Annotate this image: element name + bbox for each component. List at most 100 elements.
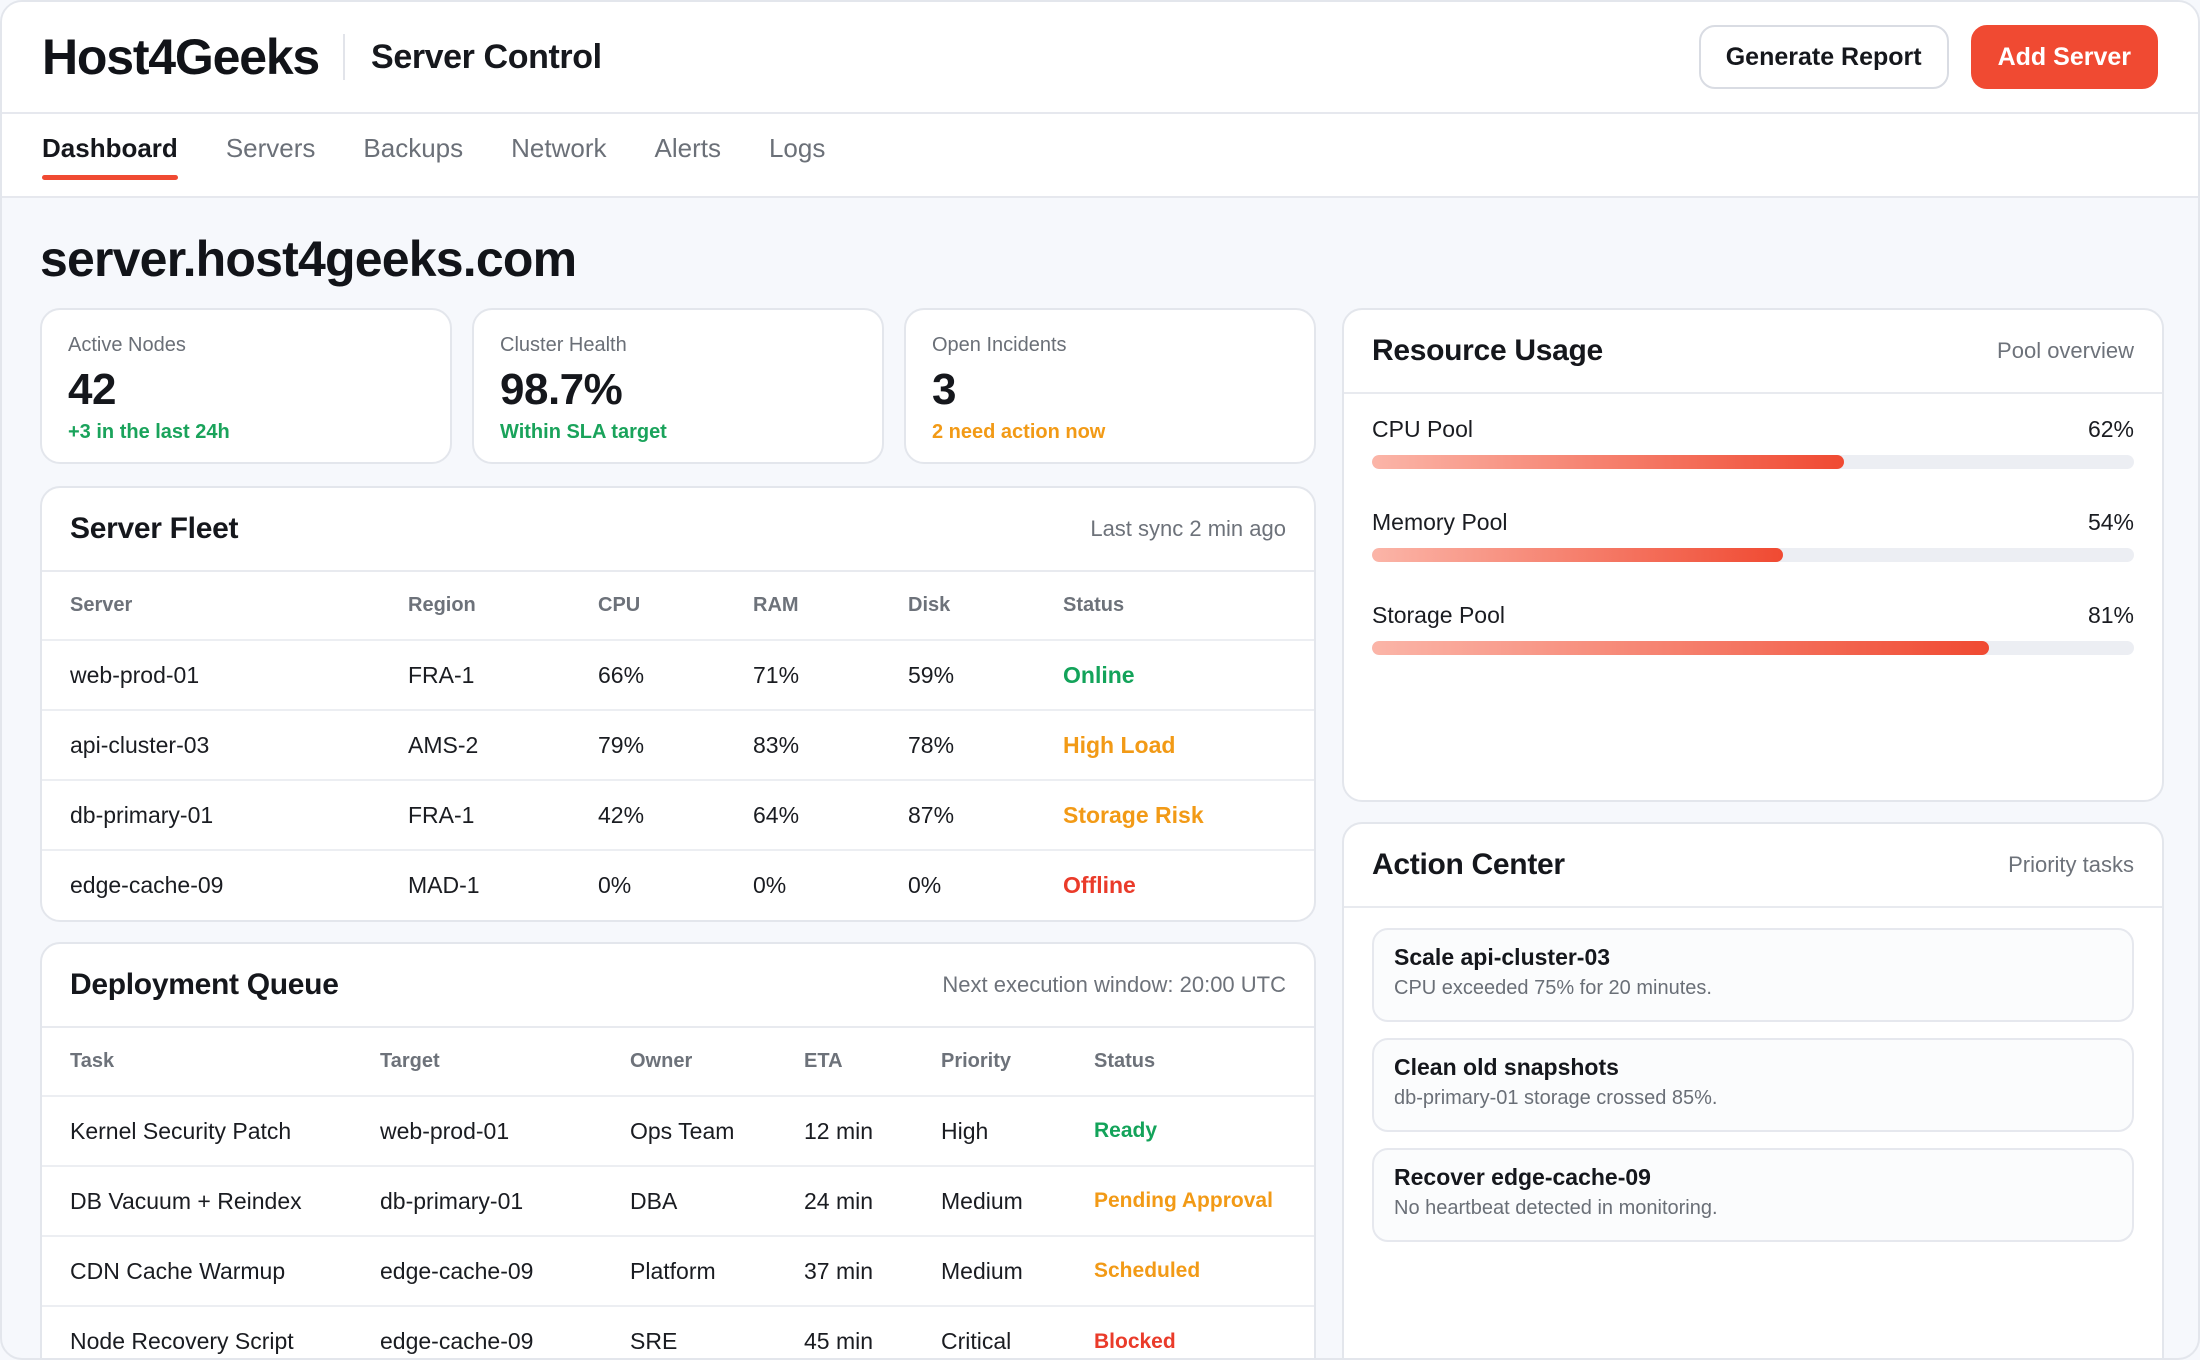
card-title: Action Center (1372, 848, 1565, 881)
task-name: DB Vacuum + Reindex (42, 1166, 352, 1237)
deployment-queue-card: Deployment Queue Next execution window: … (40, 942, 1316, 1358)
table-row[interactable]: web-prod-01 FRA-1 66% 71% 59% Online (42, 640, 1314, 711)
eta: 37 min (776, 1236, 913, 1307)
region: MAD-1 (408, 872, 480, 898)
priority: Medium (913, 1236, 1066, 1307)
resource-row-memory: Memory Pool 54% (1344, 509, 2162, 562)
card-header: Action Center Priority tasks (1344, 824, 2162, 908)
column-header: Task (42, 1028, 352, 1097)
top-bar: Host4Geeks Server Control Generate Repor… (2, 2, 2198, 114)
task-title: Recover edge-cache-09 (1394, 1164, 1651, 1190)
column-header: Status (1035, 572, 1314, 641)
table-row[interactable]: Kernel Security Patch web-prod-01 Ops Te… (42, 1096, 1314, 1167)
action-center-card: Action Center Priority tasks Scale api-c… (1342, 822, 2164, 1358)
column-header: Region (380, 572, 570, 641)
column-header: Server (42, 572, 380, 641)
priority: High (913, 1096, 1066, 1167)
region: FRA-1 (380, 780, 570, 851)
stat-note: Within SLA target (500, 421, 667, 443)
page-title: server.host4geeks.com (40, 231, 577, 287)
resource-row-storage: Storage Pool 81% (1344, 602, 2162, 655)
table-row[interactable]: edge-cache-09 MAD-1 0% 0% 0% Offline (42, 850, 1314, 920)
memory-progress-fill (1372, 548, 1784, 562)
tab-network[interactable]: Network (511, 132, 607, 163)
pool-overview-text: Pool overview (1997, 338, 2134, 363)
card-title: Deployment Queue (70, 968, 339, 1001)
stat-note: 2 need action now (932, 421, 1106, 443)
column-header: Disk (880, 572, 1035, 641)
tab-backups[interactable]: Backups (363, 132, 464, 163)
progress-track (1372, 548, 2134, 562)
ram-value: 83% (725, 710, 880, 781)
app-title: Server Control (371, 37, 602, 76)
stat-value: 42 (68, 365, 116, 414)
resource-label: Storage Pool (1372, 602, 1505, 628)
brand-logo: Host4Geeks (42, 29, 320, 85)
table-row[interactable]: Node Recovery Script edge-cache-09 SRE 4… (42, 1306, 1314, 1358)
resource-percent: 62% (2087, 416, 2134, 442)
ram-value: 0% (753, 872, 787, 898)
tab-logs[interactable]: Logs (768, 132, 826, 163)
resource-label: CPU Pool (1372, 416, 1473, 442)
execution-window-text: Next execution window: 20:00 UTC (942, 972, 1286, 997)
stat-value: 98.7% (500, 365, 623, 414)
stat-card-active-nodes: Active Nodes 42 +3 in the last 24h (40, 308, 452, 464)
status-badge: Storage Risk (1035, 780, 1314, 851)
table-header-row: Task Target Owner ETA Priority Status (42, 1028, 1314, 1097)
stat-card-cluster-health: Cluster Health 98.7% Within SLA target (472, 308, 884, 464)
resource-row-cpu: CPU Pool 62% (1344, 416, 2162, 469)
disk-value: 78% (880, 710, 1035, 781)
tab-alerts[interactable]: Alerts (654, 132, 721, 163)
cpu-value: 66% (570, 640, 725, 711)
tab-servers[interactable]: Servers (225, 132, 316, 163)
action-task-item[interactable]: Clean old snapshots db-primary-01 storag… (1372, 1038, 2134, 1132)
table-row[interactable]: api-cluster-03 AMS-2 79% 83% 78% High Lo… (42, 710, 1314, 781)
ram-value: 64% (725, 780, 880, 851)
add-server-button[interactable]: Add Server (1970, 25, 2158, 89)
header-actions: Generate Report Add Server (1698, 25, 2158, 89)
column-header: Owner (602, 1028, 776, 1097)
server-fleet-table: Server Region CPU RAM Disk Status web-pr… (42, 572, 1314, 920)
owner: DBA (602, 1166, 776, 1237)
resource-label: Memory Pool (1372, 509, 1508, 535)
disk-value: 0% (908, 872, 942, 898)
cpu-value: 42% (570, 780, 725, 851)
task-name: CDN Cache Warmup (42, 1236, 352, 1307)
status-badge: Ready (1066, 1096, 1314, 1167)
action-task-item[interactable]: Recover edge-cache-09 No heartbeat detec… (1372, 1148, 2134, 1242)
card-header: Resource Usage Pool overview (1344, 310, 2162, 394)
task-description: db-primary-01 storage crossed 85%. (1394, 1087, 1718, 1109)
stat-note: +3 in the last 24h (68, 421, 230, 443)
stat-value: 3 (932, 365, 956, 414)
storage-progress-fill (1372, 641, 1990, 655)
generate-report-button[interactable]: Generate Report (1698, 25, 1949, 89)
nav-tabs: Dashboard Servers Backups Network Alerts… (2, 114, 2198, 198)
task-name: Kernel Security Patch (42, 1096, 352, 1167)
progress-track (1372, 641, 2134, 655)
table-row[interactable]: db-primary-01 FRA-1 42% 64% 87% Storage … (42, 780, 1314, 851)
status-badge: Online (1035, 640, 1314, 711)
task-title: Clean old snapshots (1394, 1054, 1619, 1080)
owner: SRE (630, 1328, 678, 1354)
table-row[interactable]: CDN Cache Warmup edge-cache-09 Platform … (42, 1236, 1314, 1307)
card-title: Server Fleet (70, 512, 239, 545)
owner: Ops Team (602, 1096, 776, 1167)
resource-percent: 81% (2087, 602, 2134, 628)
stat-label: Active Nodes (68, 334, 186, 356)
tab-dashboard[interactable]: Dashboard (42, 112, 178, 196)
column-header: CPU (570, 572, 725, 641)
disk-value: 59% (880, 640, 1035, 711)
column-header: Priority (913, 1028, 1066, 1097)
eta: 12 min (776, 1096, 913, 1167)
server-name: web-prod-01 (42, 640, 380, 711)
cpu-progress-fill (1372, 455, 1845, 469)
region: FRA-1 (380, 640, 570, 711)
action-task-item[interactable]: Scale api-cluster-03 CPU exceeded 75% fo… (1372, 928, 2134, 1022)
table-row[interactable]: DB Vacuum + Reindex db-primary-01 DBA 24… (42, 1166, 1314, 1237)
stat-label: Open Incidents (932, 334, 1067, 356)
stat-card-open-incidents: Open Incidents 3 2 need action now (904, 308, 1316, 464)
target: edge-cache-09 (380, 1328, 534, 1354)
progress-track (1372, 455, 2134, 469)
status-badge: Blocked (1094, 1329, 1176, 1353)
eta: 45 min (804, 1328, 874, 1354)
